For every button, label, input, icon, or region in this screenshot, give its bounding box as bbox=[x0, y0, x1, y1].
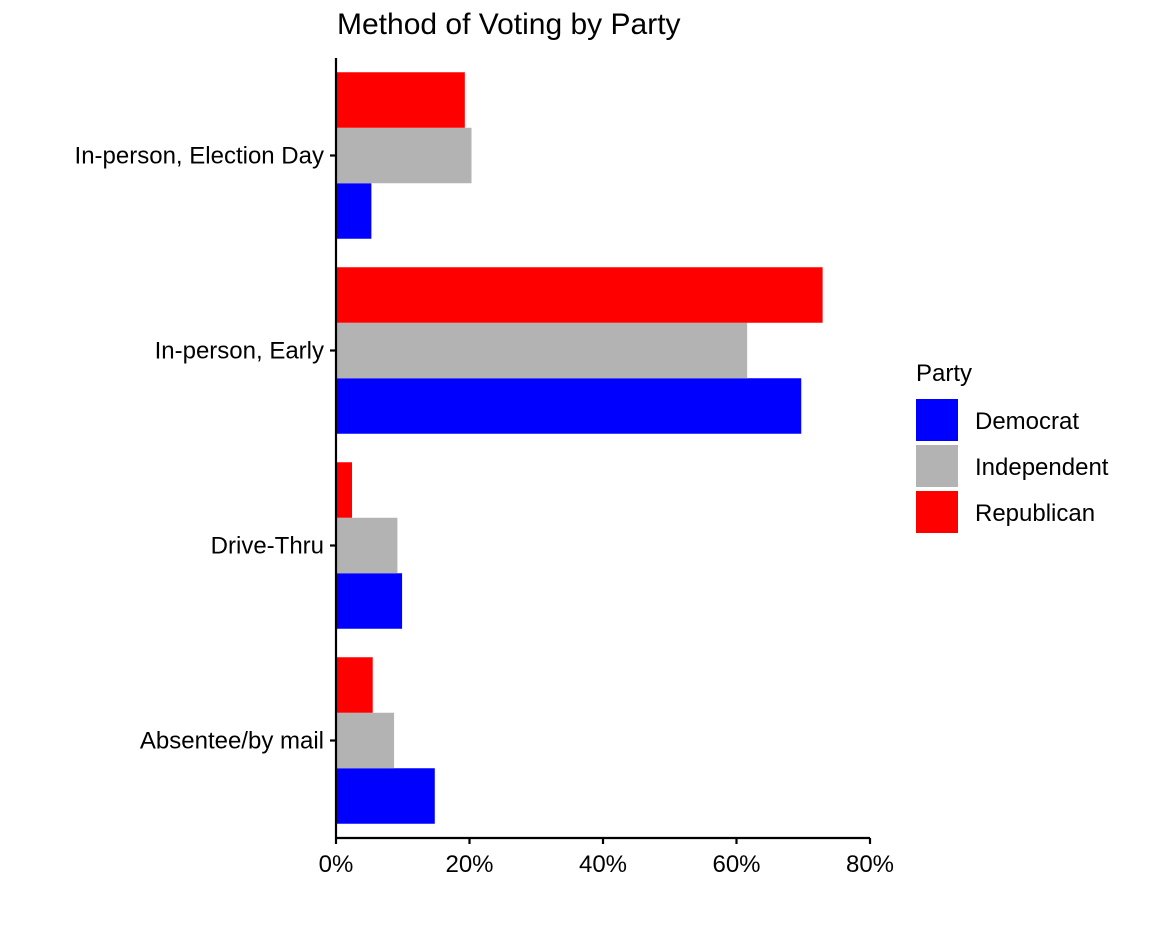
bar-independent bbox=[336, 127, 472, 184]
bar-independent bbox=[336, 517, 398, 574]
chart-title: Method of Voting by Party bbox=[337, 8, 681, 41]
category-label: In-person, Election Day bbox=[75, 143, 324, 170]
x-tick-label: 20% bbox=[445, 851, 493, 878]
x-tick-label: 0% bbox=[319, 851, 354, 878]
bar-democrat bbox=[336, 183, 372, 239]
bar-republican bbox=[336, 72, 465, 128]
bar-democrat bbox=[336, 378, 802, 434]
bar-democrat bbox=[336, 768, 435, 824]
x-tick-label: 80% bbox=[846, 851, 894, 878]
category-label: In-person, Early bbox=[155, 338, 324, 365]
x-tick-label: 60% bbox=[712, 851, 760, 878]
bar-independent bbox=[336, 322, 748, 379]
x-tick-label: 40% bbox=[579, 851, 627, 878]
bar-democrat bbox=[336, 573, 403, 629]
legend-label-democrat: Democrat bbox=[975, 408, 1079, 435]
category-label: Drive-Thru bbox=[211, 533, 324, 560]
axes-group: In-person, Election Day In-person, Early D… bbox=[75, 58, 894, 878]
legend-swatch-democrat bbox=[916, 399, 958, 441]
legend-swatch-independent bbox=[916, 445, 958, 487]
legend-title: Party bbox=[916, 360, 972, 387]
bar-independent bbox=[336, 712, 395, 769]
bar-republican bbox=[336, 657, 373, 713]
category-label: Absentee/by mail bbox=[140, 728, 324, 755]
legend-label-republican: Republican bbox=[975, 500, 1095, 527]
bar-republican bbox=[336, 462, 353, 518]
legend-label-independent: Independent bbox=[975, 454, 1109, 481]
legend-swatch-republican bbox=[916, 491, 958, 533]
bar-republican bbox=[336, 267, 823, 323]
bars-group bbox=[336, 72, 823, 824]
